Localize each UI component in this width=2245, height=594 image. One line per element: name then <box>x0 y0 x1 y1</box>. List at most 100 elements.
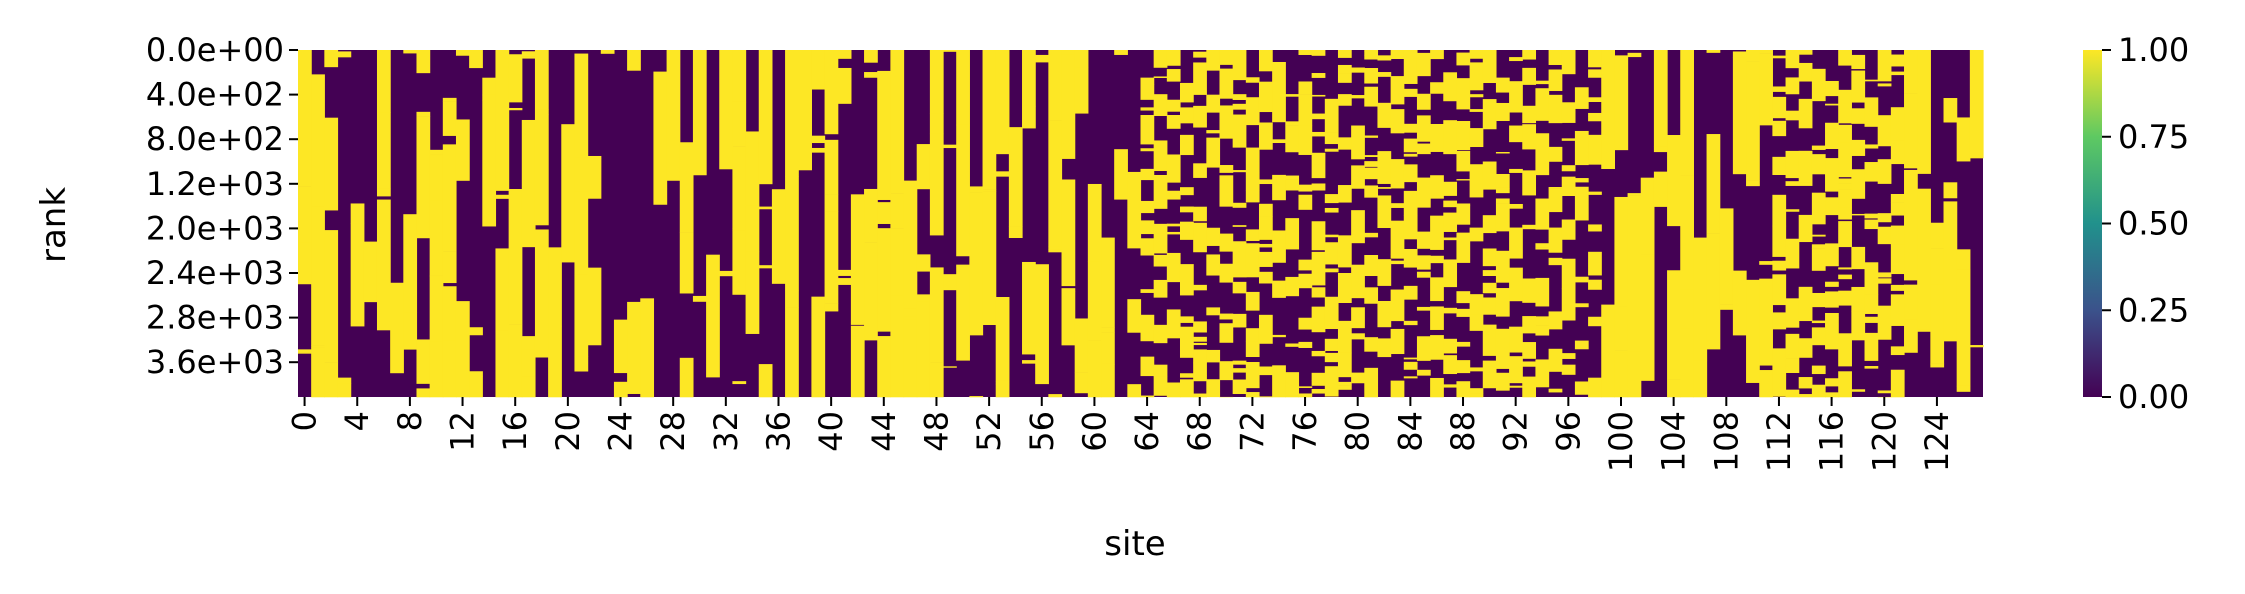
heatmap-cell <box>1364 68 1379 82</box>
heatmap-cell <box>1430 277 1444 302</box>
heatmap-cell <box>1746 184 1760 187</box>
heatmap-cell <box>1245 77 1260 83</box>
heatmap-cell <box>1166 223 1181 227</box>
heatmap-cell <box>1495 203 1510 232</box>
heatmap-cell <box>1311 287 1326 298</box>
heatmap-cell <box>1232 114 1247 148</box>
heatmap-cell <box>1206 94 1221 113</box>
heatmap-cell <box>811 88 826 90</box>
heatmap-cell <box>1482 282 1497 294</box>
heatmap-cell <box>1811 365 1826 371</box>
heatmap-cell <box>1166 69 1181 82</box>
heatmap-cell <box>1443 355 1458 375</box>
heatmap-cell <box>1548 69 1563 92</box>
heatmap-cell <box>785 176 799 292</box>
heatmap-cell <box>1101 237 1115 328</box>
x-tick-label: 120 <box>1865 411 1903 472</box>
heatmap-cell <box>1561 219 1576 240</box>
heatmap-cell <box>1653 171 1668 207</box>
heatmap-cell <box>1456 232 1471 263</box>
heatmap-cell <box>1548 146 1563 162</box>
heatmap-cell <box>1535 163 1550 176</box>
heatmap-cell <box>745 251 760 334</box>
heatmap-cell <box>1798 98 1813 129</box>
heatmap-cell <box>1390 260 1405 265</box>
heatmap-cell <box>1495 356 1510 369</box>
heatmap-cell <box>1574 276 1589 283</box>
heatmap-cell <box>1588 116 1602 122</box>
heatmap-cell <box>1535 359 1550 388</box>
heatmap-cell <box>1917 329 1931 332</box>
heatmap-cell <box>1324 296 1339 330</box>
heatmap-cell <box>1153 174 1168 209</box>
heatmap-cell <box>1219 165 1234 173</box>
heatmap-cell <box>1851 169 1866 199</box>
heatmap-cell <box>666 50 681 181</box>
heatmap-cell <box>521 51 536 55</box>
x-tick-label: 108 <box>1707 411 1745 472</box>
heatmap-cell <box>1811 154 1826 175</box>
heatmap-cell <box>482 99 497 227</box>
heatmap-cell <box>1614 306 1629 351</box>
heatmap-cell <box>1772 96 1787 119</box>
heatmap-cell <box>1864 213 1879 219</box>
heatmap-cell <box>1311 284 1326 286</box>
heatmap-cell <box>1324 234 1339 238</box>
heatmap-cell <box>1258 179 1273 185</box>
heatmap-cell <box>1746 180 1760 185</box>
heatmap-cell <box>1588 224 1602 232</box>
heatmap-cell <box>1469 393 1484 398</box>
heatmap-cell <box>1798 62 1813 82</box>
heatmap-cell <box>1522 105 1537 124</box>
heatmap-cell <box>1193 375 1207 382</box>
heatmap-cell <box>390 282 404 374</box>
heatmap-cell <box>1258 396 1273 398</box>
heatmap-cell <box>1469 314 1484 331</box>
heatmap-cell <box>1258 251 1273 267</box>
heatmap-cell <box>1022 50 1036 107</box>
heatmap-cell <box>1232 50 1247 81</box>
heatmap-cell <box>1416 52 1431 77</box>
x-tick-label: 100 <box>1602 411 1640 472</box>
heatmap-cell <box>1324 207 1339 213</box>
heatmap-cell <box>1798 377 1813 389</box>
heatmap-cell <box>732 50 747 103</box>
heatmap-cell <box>916 144 931 190</box>
heatmap-cell <box>1798 289 1813 322</box>
heatmap-cell <box>1772 120 1787 124</box>
heatmap-cell <box>1588 69 1602 78</box>
heatmap-cell <box>1311 306 1326 333</box>
heatmap-cell <box>1746 50 1760 62</box>
heatmap-cell <box>1127 384 1142 398</box>
heatmap-cell <box>548 247 562 327</box>
heatmap-cell <box>1285 343 1300 347</box>
heatmap-cell <box>1864 97 1879 127</box>
heatmap-cell <box>1548 311 1563 330</box>
heatmap-cell <box>1298 386 1313 388</box>
heatmap-cell <box>508 189 523 325</box>
heatmap-cell <box>429 275 444 277</box>
heatmap-cell <box>732 381 747 385</box>
heatmap-cell <box>1548 50 1563 65</box>
heatmap-cell <box>1351 165 1365 189</box>
heatmap-cell <box>1680 50 1694 176</box>
heatmap-cell <box>1443 200 1458 208</box>
heatmap-cell <box>864 72 878 78</box>
heatmap-cell <box>1311 380 1326 386</box>
heatmap-cell <box>1074 50 1089 68</box>
heatmap-cell <box>732 230 747 295</box>
heatmap-cell <box>1495 152 1510 154</box>
heatmap-cell <box>692 50 707 176</box>
heatmap-cell <box>403 312 418 350</box>
heatmap-cell <box>1166 50 1181 66</box>
heatmap-cell <box>1930 284 1945 364</box>
heatmap-cell <box>1772 348 1787 376</box>
heatmap-cell <box>1890 244 1905 275</box>
heatmap-cell <box>1574 186 1589 221</box>
heatmap-cell <box>1509 227 1523 259</box>
heatmap-cell <box>1811 292 1826 308</box>
heatmap-cell <box>1772 86 1787 92</box>
x-tick-label: 104 <box>1655 411 1693 472</box>
heatmap-cell <box>995 380 1010 385</box>
heatmap-cell <box>1390 328 1405 355</box>
